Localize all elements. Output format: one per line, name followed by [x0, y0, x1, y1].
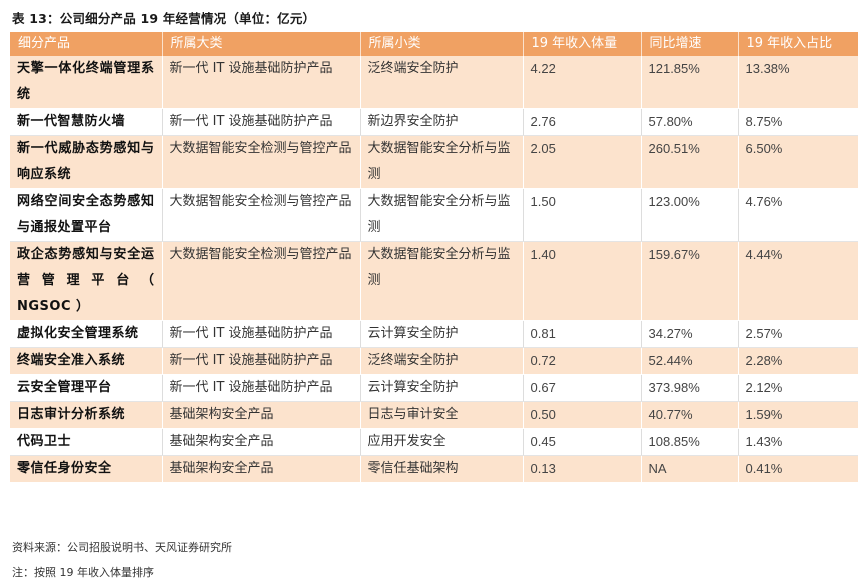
table-row: 网络空间安全态势感知与通报处置平台 大数据智能安全检测与管控产品 大数据智能安全分析… [10, 188, 858, 242]
table-row: 零信任身份安全 基础架构安全产品 零信任基础架构 0.13 NA 0.41% [10, 455, 858, 483]
category-cell: 新一代 IT 设施基础防护产品 [162, 374, 361, 402]
category-cell: 大数据智能安全检测与管控产品 [162, 135, 361, 189]
revenue-cell: 2.76 [523, 108, 642, 136]
table-row: 虚拟化安全管理系统 新一代 IT 设施基础防护产品 云计算安全防护 0.81 34.27… [10, 320, 858, 348]
growth-cell: 123.00% [641, 188, 739, 242]
subcategory-cell: 零信任基础架构 [360, 455, 524, 483]
table-row: 云安全管理平台 新一代 IT 设施基础防护产品 云计算安全防护 0.67 373.98%… [10, 374, 858, 402]
product-name-cell: 虚拟化安全管理系统 [10, 320, 163, 348]
product-name-cell: 云安全管理平台 [10, 374, 163, 402]
category-cell: 基础架构安全产品 [162, 455, 361, 483]
column-header: 细分产品 [10, 32, 163, 56]
category-cell: 新一代 IT 设施基础防护产品 [162, 320, 361, 348]
growth-cell: 159.67% [641, 241, 739, 321]
growth-cell: NA [641, 455, 739, 483]
growth-cell: 108.85% [641, 428, 739, 456]
share-cell: 1.59% [738, 401, 858, 429]
category-cell: 新一代 IT 设施基础防护产品 [162, 347, 361, 375]
subcategory-cell: 大数据智能安全分析与监测 [360, 135, 524, 189]
table-row: 新一代威胁态势感知与响应系统 大数据智能安全检测与管控产品 大数据智能安全分析与监测… [10, 135, 858, 189]
growth-cell: 52.44% [641, 347, 739, 375]
revenue-cell: 4.22 [523, 56, 642, 109]
share-cell: 2.57% [738, 320, 858, 348]
product-name-cell: 新一代智慧防火墙 [10, 108, 163, 136]
column-header: 19 年收入体量 [523, 32, 642, 56]
growth-cell: 57.80% [641, 108, 739, 136]
source-note: 资料来源：公司招股说明书、天风证券研究所 [12, 541, 232, 554]
product-name-cell: 政企态势感知与安全运营管理平台（ NGSOC ） [10, 241, 163, 321]
subcategory-cell: 应用开发安全 [360, 428, 524, 456]
column-header: 所属大类 [162, 32, 361, 56]
share-cell: 4.76% [738, 188, 858, 242]
product-name-cell: 零信任身份安全 [10, 455, 163, 483]
subcategory-cell: 泛终端安全防护 [360, 347, 524, 375]
category-cell: 大数据智能安全检测与管控产品 [162, 188, 361, 242]
product-name-cell: 日志审计分析系统 [10, 401, 163, 429]
product-name-cell: 代码卫士 [10, 428, 163, 456]
growth-cell: 40.77% [641, 401, 739, 429]
growth-cell: 121.85% [641, 56, 739, 109]
share-cell: 1.43% [738, 428, 858, 456]
table-row: 天擎一体化终端管理系统 新一代 IT 设施基础防护产品 泛终端安全防护 4.22 121… [10, 56, 858, 109]
share-cell: 4.44% [738, 241, 858, 321]
revenue-cell: 0.13 [523, 455, 642, 483]
product-name-cell: 网络空间安全态势感知与通报处置平台 [10, 188, 163, 242]
share-cell: 13.38% [738, 56, 858, 109]
revenue-cell: 1.50 [523, 188, 642, 242]
share-cell: 2.28% [738, 347, 858, 375]
subcategory-cell: 云计算安全防护 [360, 320, 524, 348]
category-cell: 基础架构安全产品 [162, 428, 361, 456]
table-body: 天擎一体化终端管理系统 新一代 IT 设施基础防护产品 泛终端安全防护 4.22 121… [10, 56, 858, 483]
revenue-cell: 0.50 [523, 401, 642, 429]
subcategory-cell: 日志与审计安全 [360, 401, 524, 429]
growth-cell: 260.51% [641, 135, 739, 189]
subcategory-cell: 大数据智能安全分析与监测 [360, 241, 524, 321]
product-table: 细分产品 所属大类 所属小类 19 年收入体量 同比增速 19 年收入占比 天擎… [10, 32, 858, 483]
share-cell: 0.41% [738, 455, 858, 483]
subcategory-cell: 新边界安全防护 [360, 108, 524, 136]
column-header: 所属小类 [360, 32, 524, 56]
category-cell: 新一代 IT 设施基础防护产品 [162, 108, 361, 136]
table-row: 日志审计分析系统 基础架构安全产品 日志与审计安全 0.50 40.77% 1.59% [10, 401, 858, 429]
growth-cell: 34.27% [641, 320, 739, 348]
column-header: 同比增速 [641, 32, 739, 56]
category-cell: 新一代 IT 设施基础防护产品 [162, 56, 361, 109]
growth-cell: 373.98% [641, 374, 739, 402]
table-title: 表 13：公司细分产品 19 年经营情况（单位：亿元） [12, 11, 316, 26]
table-row: 新一代智慧防火墙 新一代 IT 设施基础防护产品 新边界安全防护 2.76 57.80%… [10, 108, 858, 136]
revenue-cell: 0.67 [523, 374, 642, 402]
column-header: 19 年收入占比 [738, 32, 858, 56]
table-row: 代码卫士 基础架构安全产品 应用开发安全 0.45 108.85% 1.43% [10, 428, 858, 456]
share-cell: 2.12% [738, 374, 858, 402]
product-name-cell: 新一代威胁态势感知与响应系统 [10, 135, 163, 189]
revenue-cell: 0.81 [523, 320, 642, 348]
table-row: 终端安全准入系统 新一代 IT 设施基础防护产品 泛终端安全防护 0.72 52.44%… [10, 347, 858, 375]
revenue-cell: 0.45 [523, 428, 642, 456]
category-cell: 大数据智能安全检测与管控产品 [162, 241, 361, 321]
subcategory-cell: 大数据智能安全分析与监测 [360, 188, 524, 242]
subcategory-cell: 泛终端安全防护 [360, 56, 524, 109]
category-cell: 基础架构安全产品 [162, 401, 361, 429]
subcategory-cell: 云计算安全防护 [360, 374, 524, 402]
product-name-cell: 终端安全准入系统 [10, 347, 163, 375]
footnote: 注：按照 19 年收入体量排序 [12, 566, 154, 579]
share-cell: 6.50% [738, 135, 858, 189]
share-cell: 8.75% [738, 108, 858, 136]
revenue-cell: 0.72 [523, 347, 642, 375]
product-name-cell: 天擎一体化终端管理系统 [10, 56, 163, 109]
revenue-cell: 1.40 [523, 241, 642, 321]
table-header-row: 细分产品 所属大类 所属小类 19 年收入体量 同比增速 19 年收入占比 [10, 32, 858, 56]
revenue-cell: 2.05 [523, 135, 642, 189]
table-row: 政企态势感知与安全运营管理平台（ NGSOC ）大数据智能安全检测与管控产品 大数… [10, 241, 858, 321]
